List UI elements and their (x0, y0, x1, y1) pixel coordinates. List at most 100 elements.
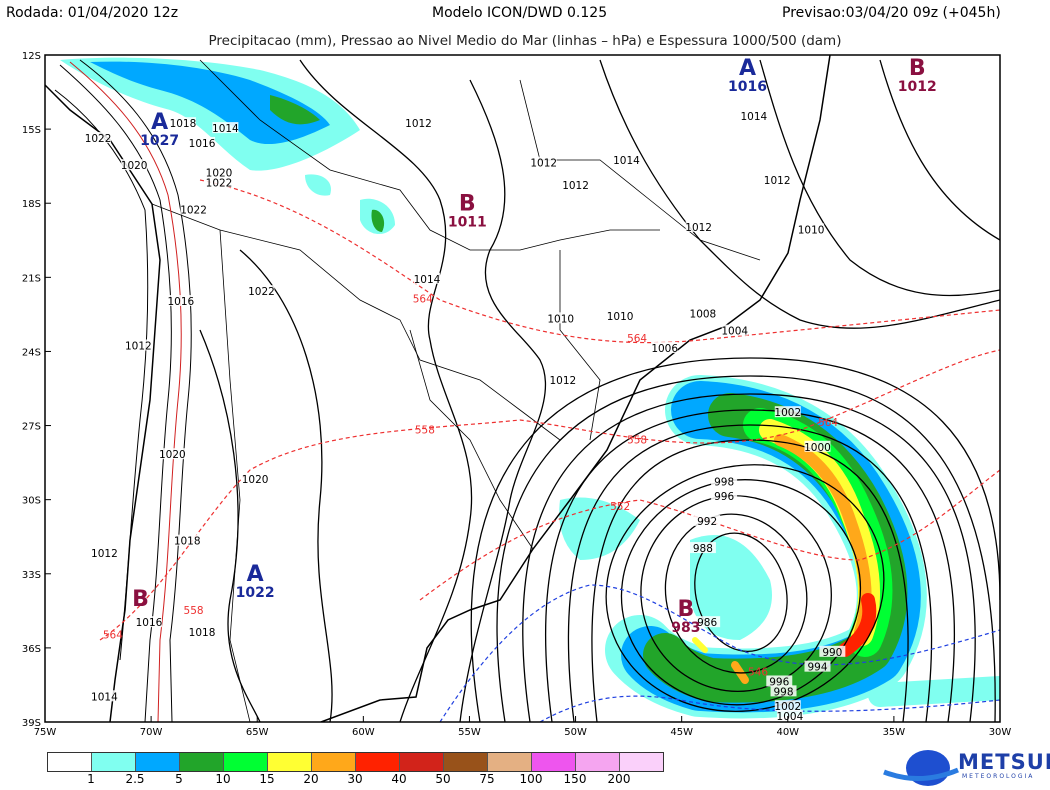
lat-tick-label: 18S (22, 199, 41, 210)
isobar-label: 1002 (774, 407, 801, 419)
pressure-center-value: 1027 (140, 133, 179, 149)
legend-label: 50 (435, 772, 451, 786)
legend-swatch (48, 753, 92, 771)
isobar-label: 990 (822, 647, 842, 659)
legend-swatch (532, 753, 576, 771)
precip-north (60, 57, 395, 235)
thickness-label: 564 (627, 333, 647, 345)
pressure-center-value: 983 (671, 620, 700, 636)
isobar-label: 1010 (547, 313, 574, 325)
lat-tick-label: 21S (22, 273, 41, 284)
isobar-label: 1014 (613, 155, 640, 167)
isobar-label: 1018 (189, 627, 216, 639)
isobar-label: 1016 (167, 296, 194, 308)
pressure-center-letter: B (678, 597, 695, 622)
isobar-label: 1010 (607, 311, 634, 323)
pressure-center-value: 1011 (448, 215, 487, 231)
lat-tick-label: 15S (22, 125, 41, 136)
model-name: Modelo ICON/DWD 0.125 (432, 5, 608, 21)
thickness-label: 558 (184, 605, 204, 617)
metsul-logo (883, 750, 959, 786)
isobar-label: 988 (693, 543, 713, 555)
legend-label: 1 (87, 772, 95, 786)
isobar-label: 1012 (549, 375, 576, 387)
isobar-label: 1012 (562, 180, 589, 192)
pressure-center-value: 1022 (236, 585, 275, 601)
isobar-label: 1014 (740, 111, 767, 123)
lon-tick-label: 65W (246, 727, 269, 738)
legend-swatch (400, 753, 444, 771)
precip-legend-labels: 1 2.5 5 10 15 20 30 40 50 75 100 150 200 (47, 772, 707, 788)
isobar-label: 1016 (136, 617, 163, 629)
weather-map: 1012 1014 1018 1016 1022 1020 1020 1022 1022 1012… (22, 51, 1011, 738)
isobar-label: 994 (807, 662, 827, 674)
thickness-label: 564 (413, 294, 433, 306)
precip-storm (559, 375, 1000, 719)
map-content: 1012 1014 1018 1016 1022 1020 1020 1022 1022 1012… (45, 55, 1000, 723)
lat-tick-label: 27S (22, 422, 41, 433)
lon-tick-label: 60W (352, 727, 375, 738)
legend-swatch (224, 753, 268, 771)
isobar-label: 1014 (414, 274, 441, 286)
isobar-label: 992 (697, 516, 717, 528)
isobar-label: 1022 (85, 133, 112, 145)
isobar-label: 1012 (685, 222, 712, 234)
isobar-label: 1020 (159, 449, 186, 461)
lon-tick-label: 35W (883, 727, 906, 738)
isobar-label: 1006 (651, 343, 678, 355)
isobar-label: 1018 (170, 118, 197, 130)
lon-tick-label: 55W (458, 727, 481, 738)
pressure-center-letter: A (247, 562, 264, 587)
isobar-label: 1012 (530, 158, 557, 170)
thickness-label: 552 (610, 501, 630, 513)
isobar-label: 1014 (212, 123, 239, 135)
thickness-label: 546 (748, 667, 768, 679)
thickness-label: 564 (103, 630, 123, 642)
isobar-label: 1000 (804, 442, 831, 454)
map-labels: 1012 1014 1018 1016 1022 1020 1020 1022 1022 1012… (85, 56, 937, 723)
lat-tick-label: 24S (22, 347, 41, 358)
legend-swatch (356, 753, 400, 771)
isobar-label: 1022 (248, 286, 275, 298)
legend-swatch (620, 753, 663, 771)
lat-tick-label: 39S (22, 718, 41, 729)
isobar-label: 1012 (125, 341, 152, 353)
legend-swatch (488, 753, 532, 771)
isobar-label: 1014 (91, 691, 118, 703)
isobar-label: 1012 (405, 118, 432, 130)
isobar-label: 1012 (764, 175, 791, 187)
pressure-center-letter: B (909, 56, 926, 81)
lon-tick-label: 45W (670, 727, 693, 738)
legend-label: 15 (259, 772, 275, 786)
legend-swatch (576, 753, 620, 771)
thickness-label: 564 (818, 417, 838, 429)
legend-label: 40 (391, 772, 407, 786)
isobar-label: 998 (714, 476, 734, 488)
isobar-label: 1008 (690, 308, 717, 320)
legend-label: 5 (175, 772, 183, 786)
legend-label: 75 (479, 772, 495, 786)
legend-label: 2.5 (125, 772, 145, 786)
isobar-label: 1012 (91, 548, 118, 560)
legend-swatch (268, 753, 312, 771)
pressure-center-letter: B (459, 192, 476, 217)
legend-label: 200 (607, 772, 631, 786)
pressure-center-value: 1016 (728, 79, 767, 95)
pressure-center-value: 1012 (898, 79, 937, 95)
isobar-label: 996 (714, 491, 734, 503)
logo-text: METSUL (958, 750, 1050, 774)
lon-tick-label: 75W (34, 727, 57, 738)
legend-label: 100 (519, 772, 543, 786)
pressure-center-letter: A (151, 110, 168, 135)
pressure-center-letter: A (739, 56, 756, 81)
isobar-label: 1016 (189, 138, 216, 150)
isobar-label: 986 (697, 617, 717, 629)
lat-tick-label: 30S (22, 496, 41, 507)
thickness-label: 558 (415, 424, 435, 436)
lon-tick-label: 30W (989, 727, 1012, 738)
forecast-time: Previsao:03/04/20 09z (+045h) (782, 5, 1001, 21)
legend-swatch (92, 753, 136, 771)
legend-swatch (444, 753, 488, 771)
isobar-label: 1004 (777, 711, 804, 723)
